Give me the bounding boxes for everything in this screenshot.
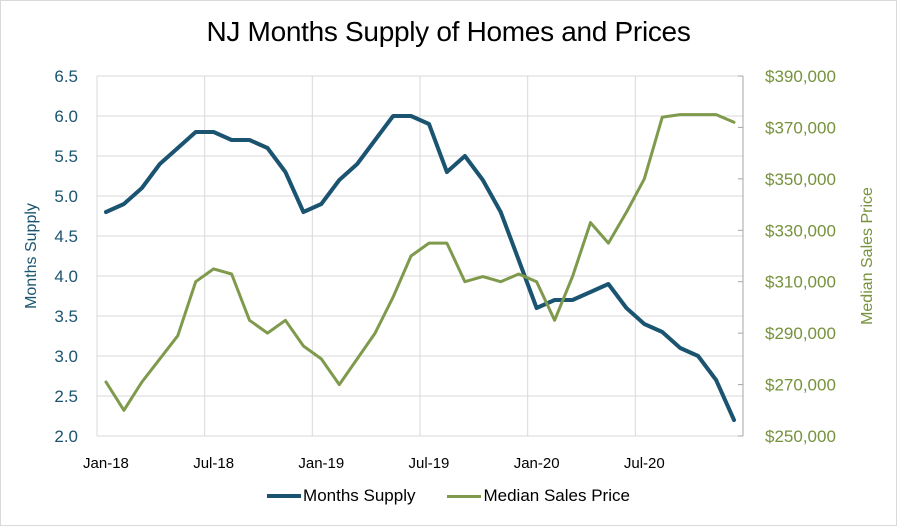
y-tick-label-right: $270,000 (765, 376, 836, 395)
y-tick-label-left: 5.0 (54, 187, 78, 206)
y-tick-label-right: $330,000 (765, 221, 836, 240)
x-tick-label: Jul-18 (193, 455, 234, 472)
y-tick-label-right: $290,000 (765, 324, 836, 343)
legend-item-months-supply: Months Supply (267, 486, 415, 506)
y-tick-label-left: 2.5 (54, 387, 78, 406)
y-tick-label-right: $250,000 (765, 427, 836, 446)
y-tick-label-right: $390,000 (765, 67, 836, 86)
y-tick-label-right: $310,000 (765, 273, 836, 292)
y-axis-title-left: Months Supply (23, 203, 40, 309)
legend-swatch-median-sales-price (447, 494, 482, 498)
axes (97, 75, 744, 437)
y-tick-label-left: 6.0 (54, 107, 78, 126)
x-tick-label: Jul-19 (409, 455, 450, 472)
y-tick-label-left: 6.5 (54, 67, 78, 86)
chart-title: NJ Months Supply of Homes and Prices (206, 16, 691, 47)
legend-label-median-sales-price: Median Sales Price (483, 486, 630, 505)
legend-swatch-months-supply (267, 494, 302, 498)
y-tick-label-right: $370,000 (765, 118, 836, 137)
x-tick-label: Jan-19 (298, 455, 344, 472)
y-tick-label-left: 3.0 (54, 347, 78, 366)
y-tick-label-left: 5.5 (54, 147, 78, 166)
y-axis-title-right: Median Sales Price (859, 187, 876, 325)
gridlines (96, 75, 743, 437)
series-line-median-sales-price (104, 113, 736, 412)
y-tick-label-left: 3.5 (54, 307, 78, 326)
y-tick-label-left: 4.5 (54, 227, 78, 246)
x-tick-label: Jan-18 (83, 455, 129, 472)
x-tick-label: Jan-20 (514, 455, 560, 472)
x-tick-label: Jul-20 (624, 455, 665, 472)
series-line-months-supply (104, 114, 736, 422)
legend: Months Supply Median Sales Price (0, 486, 897, 506)
y-tick-label-right: $350,000 (765, 170, 836, 189)
y-tick-label-left: 4.0 (54, 267, 78, 286)
series-lines (104, 113, 736, 422)
tick-labels: 6.5 6.0 5.5 5.0 4.5 4.0 3.5 3.0 2.5 2.0 Jan-18 Jul-… (54, 67, 836, 472)
y-tick-label-left: 2.0 (54, 427, 78, 446)
legend-item-median-sales-price: Median Sales Price (447, 486, 630, 506)
legend-label-months-supply: Months Supply (303, 486, 416, 505)
